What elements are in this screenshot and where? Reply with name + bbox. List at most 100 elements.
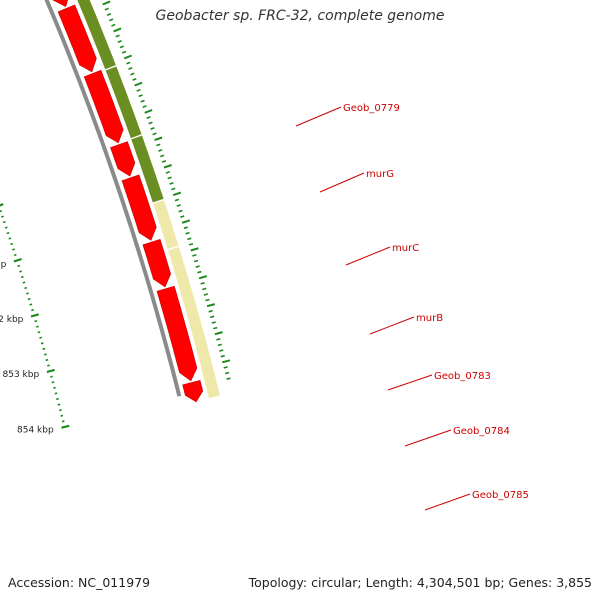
gene-leader-line (387, 374, 433, 391)
gene-labels: Geob_0779 murG murC murB Geob_0783 Geob_0784 G… (295, 103, 529, 511)
outer-tick (206, 303, 216, 308)
outer-tick (148, 121, 153, 125)
outer-tick (187, 237, 192, 241)
scale-minor-tick (0, 210, 3, 213)
outer-tick-row (102, 0, 231, 380)
outer-tick (134, 81, 143, 87)
scale-label: 851 kbp (0, 260, 7, 270)
outer-tick (142, 105, 147, 109)
outer-tick (119, 45, 125, 49)
outer-tick (111, 23, 116, 27)
outer-tick (106, 12, 112, 16)
cds-arrow-6 (110, 141, 136, 177)
scale-major-tick (30, 313, 40, 318)
scale-minor-tick (6, 231, 10, 235)
map-title: Geobacter sp. FRC-32, complete genome (155, 8, 445, 24)
gene-label-geob-0784: Geob_0784 (453, 426, 510, 437)
outer-tick (130, 72, 135, 76)
cds-arrow-9 (156, 285, 198, 382)
outer-tick (158, 149, 163, 152)
scale-minor-tick (59, 409, 62, 412)
cds-arrow-4 (57, 4, 97, 73)
cds-arrow-7 (121, 174, 157, 241)
scale-minor-tick (24, 286, 28, 290)
gene-label-geob-0783: Geob_0783 (434, 371, 491, 382)
outer-tick (183, 226, 188, 230)
scale-major-tick (61, 424, 70, 429)
scale-row: 845 kbp846 kbp847 kbp848 kbp849 kbp850 k… (0, 203, 70, 436)
topology-label: Topology: circular; Length: 4,304,501 bp… (248, 575, 592, 590)
outer-tick (132, 77, 137, 81)
scale-minor-tick (34, 320, 38, 323)
outer-tick (217, 343, 222, 347)
outer-tick (160, 154, 165, 158)
scale-minor-tick (35, 325, 39, 328)
scale-minor-tick (50, 375, 53, 378)
outer-tick (219, 349, 224, 352)
scale-label: 854 kbp (17, 426, 54, 436)
gene-label-geob-0785: Geob_0785 (472, 490, 529, 501)
backbone-ring (44, 0, 182, 397)
scale-minor-tick (60, 414, 64, 417)
outer-tick (220, 354, 225, 358)
cds-arrow-3 (52, 0, 69, 8)
gene-feature-block-4 (104, 65, 143, 139)
outer-tick (211, 321, 216, 324)
scale-major-tick (13, 257, 22, 263)
scale-minor-tick (40, 342, 44, 345)
outer-tick (113, 27, 122, 33)
scale-minor-tick (4, 226, 8, 229)
outer-tick (200, 282, 205, 285)
scale-minor-tick (47, 364, 50, 367)
outer-tick (136, 88, 141, 92)
outer-tick (161, 160, 167, 163)
outer-tick (222, 359, 231, 364)
scale-minor-tick (51, 381, 55, 384)
outer-tick (208, 309, 213, 313)
outer-tick (117, 39, 122, 43)
gene-label-geob-0779: Geob_0779 (343, 103, 400, 114)
scale-major-tick (46, 368, 55, 374)
scale-minor-tick (20, 275, 24, 279)
outer-tick (102, 0, 111, 6)
outer-tick (165, 171, 170, 174)
scale-label: 853 kbp (3, 370, 40, 380)
outer-tick (123, 54, 133, 60)
outer-tick (115, 34, 120, 38)
outer-tick (146, 116, 151, 119)
scale-minor-tick (26, 292, 29, 295)
outer-tick (202, 287, 207, 291)
gene-label-murb: murB (416, 313, 443, 324)
scale-minor-tick (13, 253, 17, 257)
gene-feature-block-6 (152, 199, 180, 250)
outer-tick (108, 18, 114, 22)
outer-tick (225, 371, 230, 375)
outer-tick (126, 61, 131, 65)
outer-tick (169, 182, 174, 185)
outer-tick (176, 204, 181, 207)
gene-label-murg: murG (366, 169, 394, 180)
gene-leader-line (369, 316, 415, 335)
scale-minor-tick (2, 220, 6, 224)
outer-tick (171, 187, 176, 191)
scale-minor-tick (43, 353, 47, 356)
scale-minor-tick (56, 397, 59, 401)
outer-tick (163, 164, 172, 169)
scale-major-tick (0, 203, 4, 207)
outer-tick (138, 94, 143, 98)
outer-tick (226, 377, 231, 380)
scale-minor-tick (29, 303, 33, 306)
outer-tick (150, 127, 155, 130)
gene-leader-line (319, 172, 365, 193)
outer-tick (174, 198, 180, 202)
outer-tick (198, 275, 208, 280)
scale-minor-tick (17, 264, 21, 268)
scale-minor-tick (39, 336, 43, 339)
outer-tick (214, 331, 223, 336)
scale-minor-tick (12, 248, 15, 251)
gene-leader-line (424, 493, 471, 511)
outer-tick (193, 259, 199, 263)
scale-minor-tick (27, 297, 31, 301)
outer-tick (195, 265, 200, 268)
